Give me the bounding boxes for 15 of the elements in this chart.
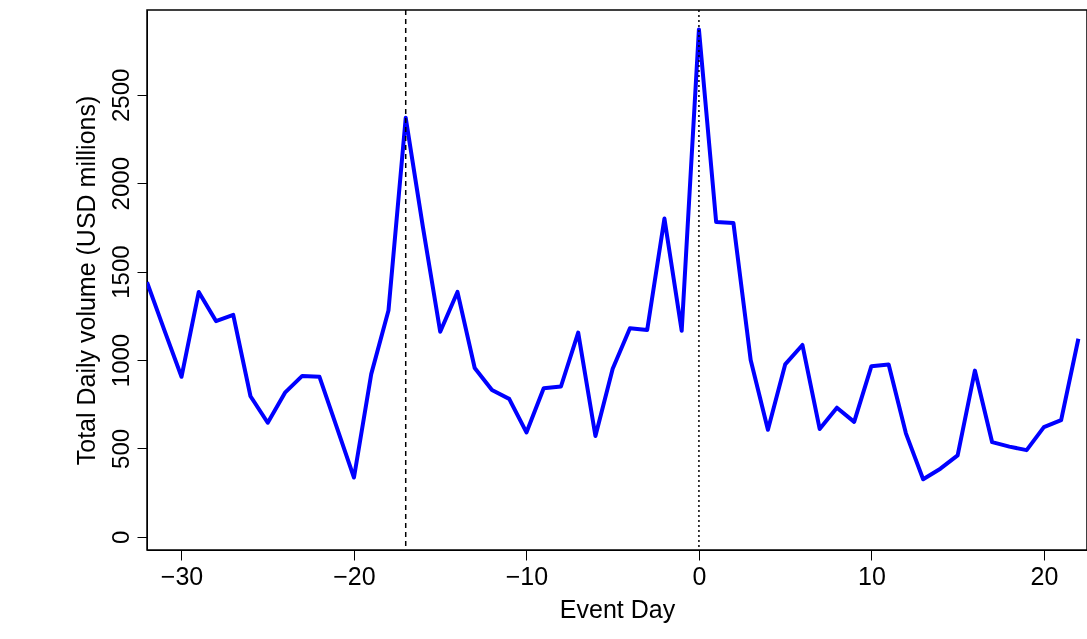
y-axis-title: Total Daily volume (USD millions) bbox=[71, 95, 100, 466]
y-tick-label: 1500 bbox=[106, 245, 134, 299]
x-tick-label: 20 bbox=[1030, 561, 1059, 590]
x-tick-label: −10 bbox=[505, 561, 549, 590]
x-tick-label: 0 bbox=[692, 561, 707, 590]
y-tick-label: 2500 bbox=[106, 68, 134, 123]
y-tick-label: 500 bbox=[106, 428, 134, 469]
y-tick-label: 2000 bbox=[106, 157, 134, 211]
x-axis-title: Event Day bbox=[559, 594, 676, 623]
x-tick-label: −30 bbox=[160, 561, 204, 590]
y-tick-label: 0 bbox=[106, 530, 134, 544]
x-tick-label: −20 bbox=[333, 561, 376, 590]
line-series bbox=[147, 27, 1081, 482]
x-tick-label: 10 bbox=[858, 561, 886, 590]
y-tick-label: 1000 bbox=[106, 333, 134, 388]
